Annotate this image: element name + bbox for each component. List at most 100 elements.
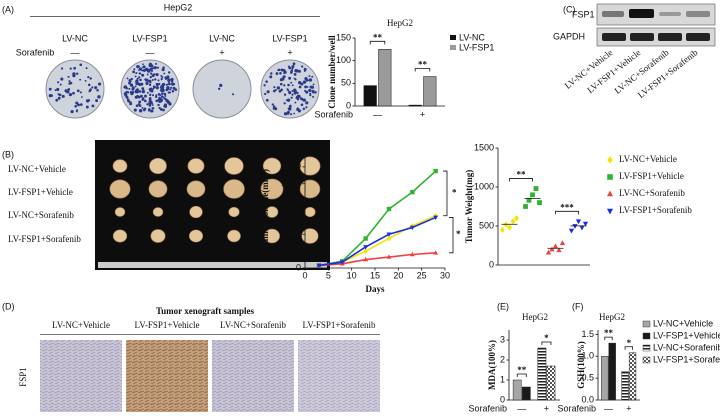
colony — [290, 113, 293, 116]
x-tick-label: — — [604, 403, 613, 413]
bar — [546, 365, 556, 401]
significance-bracket — [443, 170, 448, 217]
colony — [89, 88, 92, 92]
colony — [287, 83, 290, 87]
colony — [79, 91, 82, 94]
colony — [169, 88, 172, 91]
colony — [128, 79, 132, 82]
colony — [128, 87, 131, 90]
colony — [135, 71, 138, 75]
tumor — [186, 180, 206, 198]
marker — [363, 236, 368, 241]
x-tick-label: 15 — [370, 270, 380, 280]
plate — [260, 59, 320, 119]
marker — [386, 232, 392, 237]
row-label: LV-NC+Sorafenib — [8, 210, 74, 220]
y-tick-label: 0 — [296, 262, 301, 272]
colony — [57, 96, 61, 100]
y-tick-label: 1400 — [281, 144, 301, 154]
colony — [291, 93, 294, 96]
colony — [174, 88, 178, 92]
colony — [57, 81, 60, 84]
colony — [279, 82, 283, 86]
tumor — [264, 228, 280, 244]
colony — [73, 66, 76, 70]
marker — [316, 263, 322, 269]
band — [629, 9, 654, 18]
tumor — [187, 158, 205, 174]
colony — [269, 75, 273, 79]
colony — [124, 93, 128, 97]
x-axis-label: Sorafenib — [314, 109, 353, 119]
colony — [138, 67, 143, 71]
colony — [138, 100, 142, 104]
colony — [68, 92, 73, 97]
y-tick-label: 200 — [286, 246, 301, 256]
colony — [170, 77, 174, 82]
marker — [409, 251, 415, 257]
band — [602, 33, 626, 41]
bar — [363, 85, 377, 107]
colony — [161, 68, 165, 72]
colony — [150, 69, 154, 72]
marker — [409, 225, 415, 231]
y-axis-label: MDA(100%) — [487, 340, 497, 390]
colony — [160, 78, 163, 81]
colony — [144, 94, 147, 98]
colony — [76, 72, 79, 75]
chart-title: HepG2 — [599, 312, 625, 322]
colony — [283, 84, 286, 87]
colony — [153, 66, 157, 70]
colony — [150, 72, 153, 75]
tumor — [262, 157, 282, 175]
band — [686, 33, 710, 41]
colony — [163, 92, 167, 96]
x-tick-label: — — [517, 403, 526, 413]
significance-label: ** — [517, 365, 527, 375]
colony — [149, 75, 152, 79]
colony — [294, 69, 298, 73]
colony — [137, 103, 141, 106]
tumor — [149, 157, 167, 175]
significance-bracket — [516, 373, 527, 377]
marker — [559, 240, 566, 246]
marker — [607, 156, 613, 164]
colony — [59, 83, 62, 86]
legend-label: LV-FSP1+Vehicle — [619, 171, 684, 181]
colony — [139, 78, 142, 82]
colony — [158, 106, 161, 110]
x-tick-label: 5 — [326, 270, 331, 280]
colony — [309, 92, 312, 95]
colony — [76, 89, 80, 93]
marker — [607, 174, 613, 180]
colony — [135, 89, 138, 91]
header-rule — [30, 16, 320, 17]
colony — [293, 90, 298, 94]
significance-label: * — [456, 229, 461, 239]
colony — [293, 112, 296, 115]
x-axis-label: Sorafenib — [468, 403, 507, 413]
y-tick-label: 1500 — [474, 142, 494, 152]
colony — [312, 91, 315, 94]
colony — [74, 104, 77, 108]
x-tick-label: — — [373, 109, 382, 119]
colony — [123, 86, 126, 89]
colony — [298, 69, 301, 73]
colony — [151, 67, 154, 70]
tumor — [109, 179, 131, 199]
colony — [283, 102, 286, 105]
x-axis-label: Sorafenib — [557, 403, 596, 413]
colony — [70, 109, 74, 114]
colony — [270, 72, 273, 75]
colony — [96, 88, 99, 92]
column-label: LV-FSP1 — [272, 33, 307, 43]
bar — [628, 352, 637, 401]
colony — [288, 91, 292, 95]
legend-label: LV-NC+Sorafenib — [619, 188, 685, 198]
colony — [149, 93, 152, 97]
marker — [363, 248, 368, 255]
tumor — [227, 229, 241, 243]
colony — [97, 82, 102, 86]
row-label: LV-FSP1+Sorafenib — [8, 234, 81, 244]
